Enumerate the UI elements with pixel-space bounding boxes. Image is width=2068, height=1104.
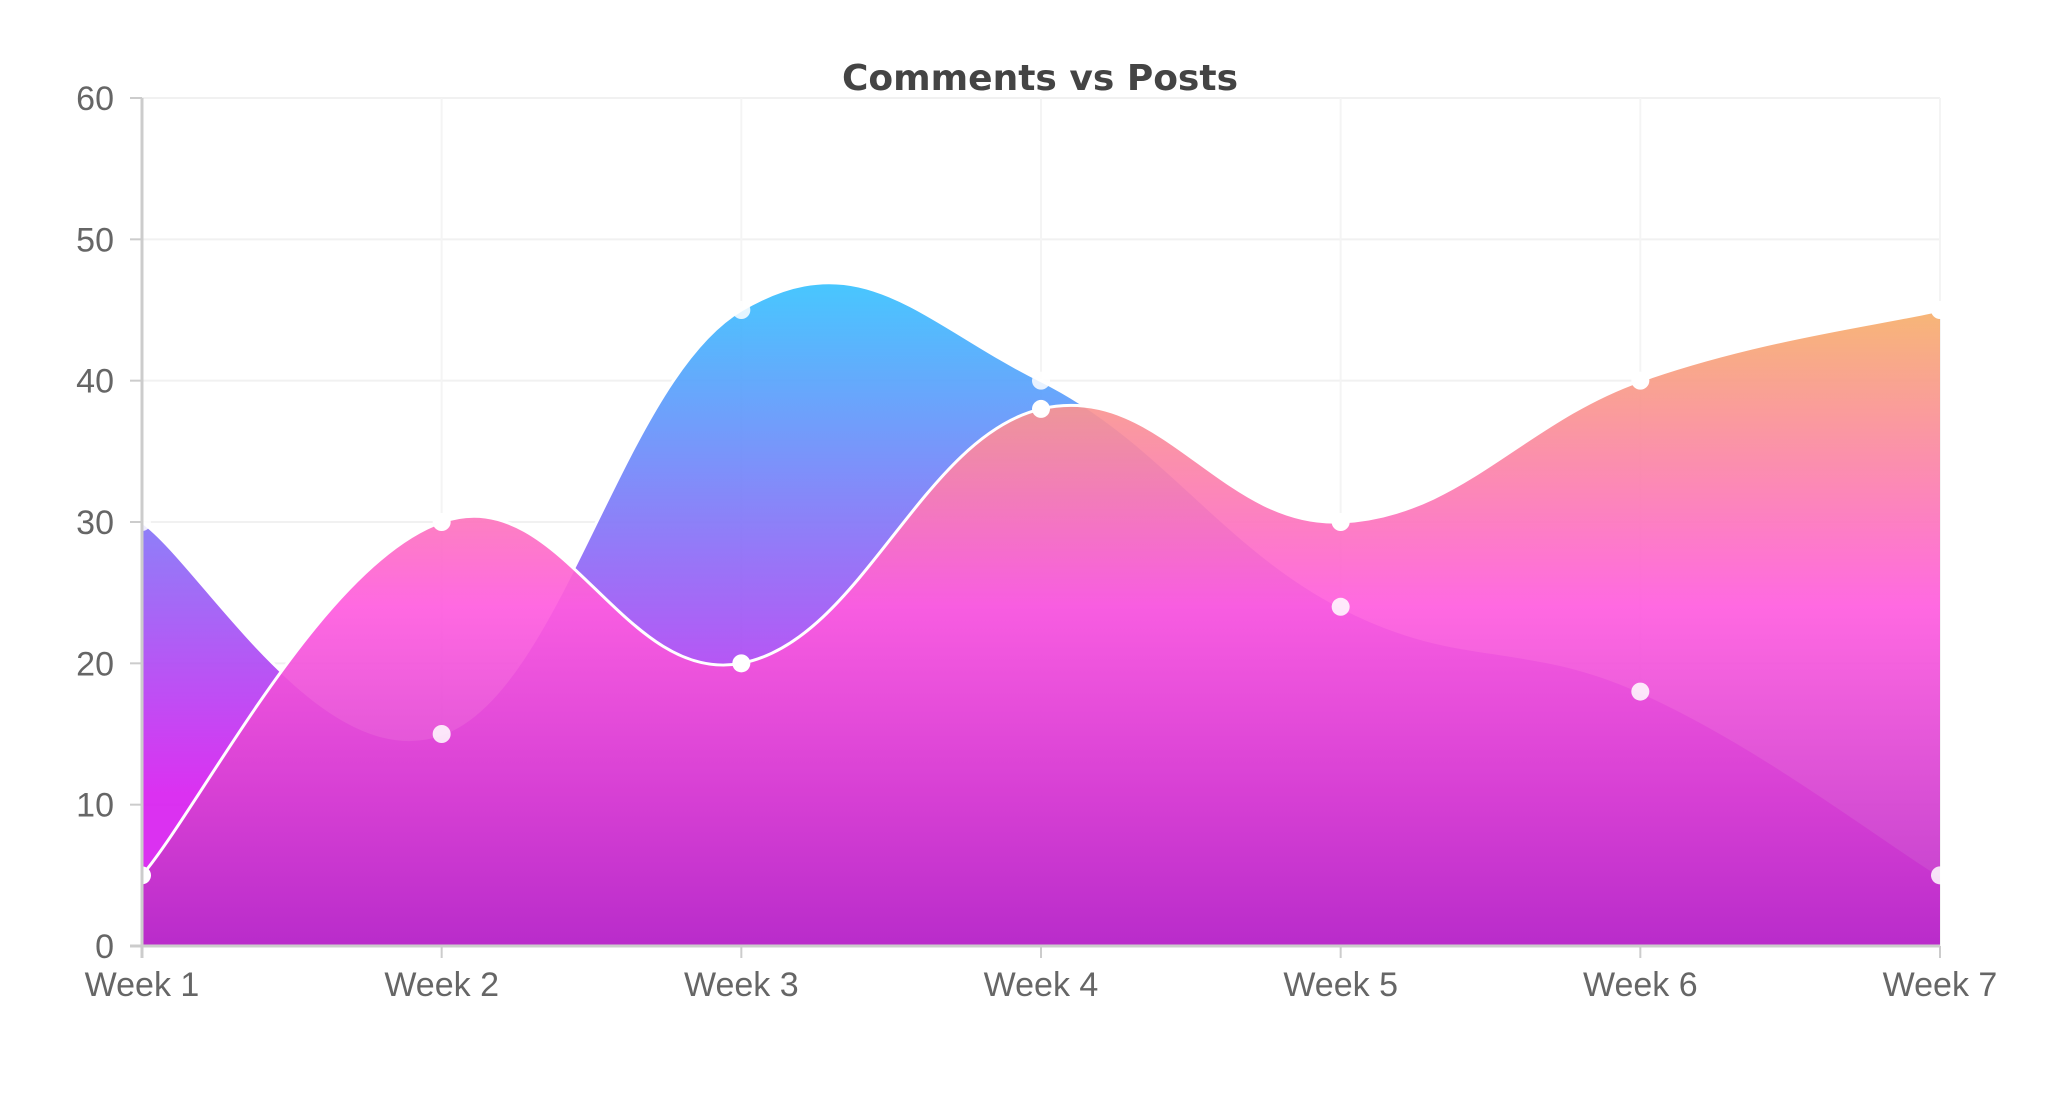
series-1-point[interactable]	[1631, 682, 1650, 701]
series-2-point[interactable]	[732, 654, 751, 673]
series-2-point[interactable]	[1631, 371, 1650, 390]
area-series	[140, 281, 1941, 947]
axes: 0 10 20 30 40 50 60 Week 1 Week 2 Week 3 Week 4 Wee…	[76, 80, 1997, 1004]
x-tick-label: Week 7	[1883, 966, 1998, 1004]
series-1-point[interactable]	[1032, 371, 1050, 390]
y-tick-label: 30	[76, 504, 114, 542]
series-1-point[interactable]	[1331, 597, 1350, 616]
series-1-point[interactable]	[1931, 866, 1949, 885]
y-tick-label: 20	[76, 645, 114, 683]
series-2-area	[142, 310, 1940, 946]
x-tick-label: Week 3	[684, 966, 799, 1004]
x-tick-label: Week 6	[1583, 966, 1698, 1004]
series-2-point[interactable]	[1331, 513, 1350, 531]
chart-title: Comments vs Posts	[842, 58, 1238, 99]
series-2-point[interactable]	[1032, 399, 1050, 418]
y-tick-label: 10	[76, 787, 114, 825]
x-tick-label: Week 2	[384, 966, 499, 1004]
series-2-point[interactable]	[432, 513, 451, 531]
x-tick-label: Week 5	[1283, 966, 1398, 1004]
series-1-point[interactable]	[732, 301, 751, 319]
x-tick-label: Week 1	[85, 966, 200, 1004]
y-tick-label: 50	[76, 221, 114, 259]
series-1-point[interactable]	[432, 725, 451, 743]
y-tick-label: 60	[76, 80, 114, 118]
x-tick-label: Week 4	[984, 966, 1099, 1004]
series-2-point[interactable]	[1931, 301, 1949, 319]
y-tick-label: 40	[76, 363, 114, 401]
series-2-line	[140, 308, 1941, 877]
y-tick-label: 0	[95, 928, 114, 966]
